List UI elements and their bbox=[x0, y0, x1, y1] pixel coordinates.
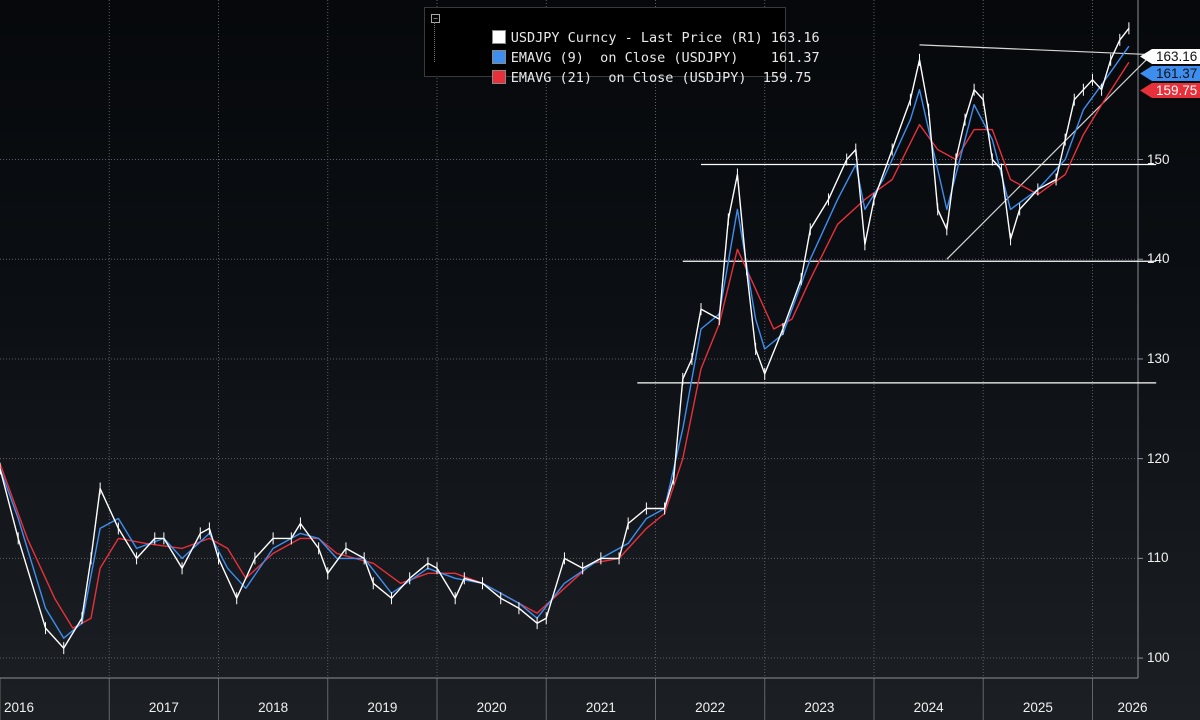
x-tick-label: 2021 bbox=[585, 700, 616, 715]
legend-row-ema9[interactable]: EMAVG (9) on Close (USDJPY) 161.37 bbox=[443, 31, 820, 66]
ema9-line bbox=[0, 45, 1130, 639]
y-tick-label: 100 bbox=[1147, 650, 1170, 666]
y-tick-label: 150 bbox=[1147, 151, 1170, 167]
legend-value: 159.75 bbox=[762, 70, 812, 86]
legend-value: 163.16 bbox=[770, 30, 820, 46]
x-tick-label: 2024 bbox=[913, 700, 944, 715]
trend-line bbox=[919, 44, 1157, 56]
x-tick-label: 2016 bbox=[3, 700, 35, 715]
y-tick-label: 120 bbox=[1147, 450, 1170, 466]
legend-label: EMAVG (21) on Close (USDJPY) bbox=[510, 70, 747, 86]
x-tick-label: 2018 bbox=[258, 700, 289, 715]
ema21-swatch bbox=[491, 70, 506, 84]
legend-value: 161.37 bbox=[770, 50, 820, 66]
y-tick-label: 110 bbox=[1147, 550, 1169, 566]
y-tick-label: 130 bbox=[1147, 350, 1170, 366]
legend-row-price[interactable]: USDJPY Curncy - Last Price (R1) 163.16 bbox=[443, 11, 820, 46]
ema21-line bbox=[0, 61, 1130, 629]
chart-legend: − USDJPY Curncy - Last Price (R1) 163.16… bbox=[424, 7, 820, 86]
last-price-tag: 163.16 bbox=[1140, 49, 1200, 64]
x-tick-label: 2023 bbox=[804, 700, 835, 715]
x-tick-label: 2025 bbox=[1022, 700, 1053, 715]
legend-tree-line bbox=[434, 22, 441, 62]
ema21-tag: 159.75 bbox=[1140, 83, 1200, 98]
x-tick-label: 2026 bbox=[1117, 700, 1148, 715]
y-tick-label: 140 bbox=[1147, 251, 1170, 267]
price-swatch bbox=[491, 30, 506, 44]
x-tick-label: 2020 bbox=[476, 700, 507, 715]
x-tick-label: 2022 bbox=[695, 700, 726, 715]
ema9-swatch bbox=[491, 50, 506, 64]
trend-line bbox=[946, 49, 1157, 260]
ema9-tag: 161.37 bbox=[1140, 66, 1200, 81]
collapse-icon[interactable]: − bbox=[431, 14, 440, 23]
legend-label: USDJPY Curncy - Last Price (R1) bbox=[510, 30, 763, 46]
x-tick-label: 2019 bbox=[367, 700, 398, 715]
x-tick-label: 2017 bbox=[148, 700, 179, 715]
legend-row-ema21[interactable]: EMAVG (21) on Close (USDJPY) 159.75 bbox=[443, 51, 812, 86]
legend-label: EMAVG (9) on Close (USDJPY) bbox=[510, 50, 739, 66]
